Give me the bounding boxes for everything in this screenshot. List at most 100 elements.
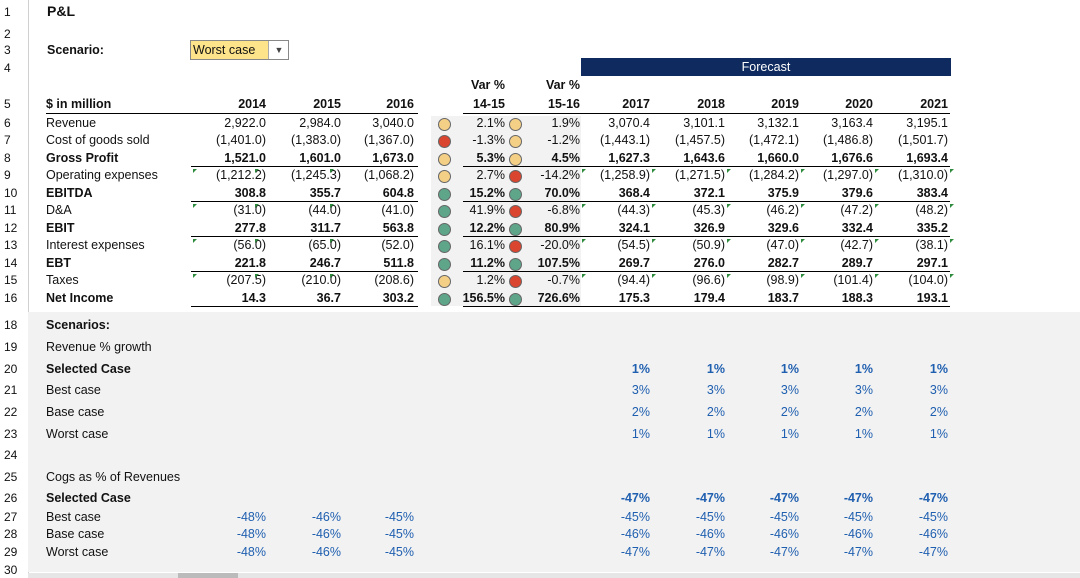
scenario-value[interactable]: -45% — [384, 527, 414, 541]
variance-cell[interactable]: -14.2% — [540, 168, 580, 182]
row-number[interactable]: 25 — [4, 470, 18, 484]
scenario-value[interactable]: -45% — [384, 510, 414, 524]
row-label[interactable]: Gross Profit — [46, 151, 119, 165]
forecast-cell[interactable]: (104.0) — [908, 273, 948, 287]
row-number[interactable]: 13 — [4, 238, 18, 252]
value-cell[interactable]: 308.8 — [234, 186, 266, 200]
scenario-value[interactable]: -47% — [843, 545, 873, 559]
forecast-cell[interactable]: 379.6 — [841, 186, 873, 200]
row-label[interactable]: Cost of goods sold — [46, 133, 150, 147]
value-cell[interactable]: (1,383.0) — [290, 133, 341, 147]
forecast-cell[interactable]: (1,297.0) — [822, 168, 873, 182]
var-header[interactable]: 14-15 — [473, 97, 505, 111]
forecast-cell[interactable]: 1,693.4 — [906, 151, 948, 165]
row-label[interactable]: Taxes — [46, 273, 79, 287]
variance-cell[interactable]: -1.3% — [472, 133, 505, 147]
scenario-dropdown[interactable]: Worst case ▼ — [190, 40, 289, 60]
value-cell[interactable]: (41.0) — [381, 203, 414, 217]
chevron-down-icon[interactable]: ▼ — [274, 45, 284, 55]
row-number[interactable]: 28 — [4, 527, 18, 541]
value-cell[interactable]: (44.0) — [308, 203, 341, 217]
value-cell[interactable]: 355.7 — [309, 186, 341, 200]
variance-cell[interactable]: -1.2% — [547, 133, 580, 147]
row-number[interactable]: 15 — [4, 273, 18, 287]
variance-cell[interactable]: 12.2% — [469, 221, 505, 235]
value-cell[interactable]: 604.8 — [382, 186, 414, 200]
variance-cell[interactable]: 2.7% — [476, 168, 506, 182]
scenario-value[interactable]: -46% — [311, 510, 341, 524]
scenario-value[interactable]: 3% — [706, 383, 725, 397]
forecast-cell[interactable]: 372.1 — [693, 186, 725, 200]
scenario-value[interactable]: 2% — [706, 405, 725, 419]
variance-cell[interactable]: 726.6% — [537, 291, 580, 305]
row-number[interactable]: 19 — [4, 340, 18, 354]
block-title[interactable]: Revenue % growth — [46, 340, 152, 354]
forecast-cell[interactable]: (1,258.9) — [599, 168, 650, 182]
forecast-cell[interactable]: 3,101.1 — [683, 116, 725, 130]
scenario-value[interactable]: 1% — [854, 362, 873, 376]
scenario-row-label[interactable]: Base case — [46, 405, 105, 419]
forecast-cell[interactable]: 324.1 — [618, 221, 650, 235]
row-number[interactable]: 26 — [4, 491, 18, 505]
row-number[interactable]: 24 — [4, 448, 18, 462]
scenario-value[interactable]: -47% — [769, 545, 799, 559]
forecast-cell[interactable]: (45.3) — [692, 203, 725, 217]
value-cell[interactable]: (208.6) — [374, 273, 414, 287]
value-cell[interactable]: (1,367.0) — [363, 133, 414, 147]
forecast-cell[interactable]: (47.2) — [840, 203, 873, 217]
row-label[interactable]: D&A — [46, 203, 72, 217]
scenario-row-label[interactable]: Worst case — [46, 427, 109, 441]
forecast-cell[interactable]: 332.4 — [841, 221, 873, 235]
variance-cell[interactable]: 15.2% — [469, 186, 505, 200]
forecast-cell[interactable]: (94.4) — [617, 273, 650, 287]
scenario-row-label[interactable]: Base case — [46, 527, 105, 541]
row-label[interactable]: Revenue — [46, 116, 97, 130]
row-number[interactable]: 3 — [4, 43, 11, 57]
row-number[interactable]: 4 — [4, 61, 11, 75]
forecast-cell[interactable]: (46.2) — [766, 203, 799, 217]
scenario-value[interactable]: -46% — [769, 527, 799, 541]
value-cell[interactable]: 277.8 — [234, 221, 266, 235]
row-number[interactable]: 10 — [4, 186, 18, 200]
forecast-cell[interactable]: 289.7 — [841, 256, 873, 270]
scenario-value[interactable]: -48% — [236, 527, 266, 541]
scenario-value[interactable]: 2% — [631, 405, 650, 419]
variance-cell[interactable]: 5.3% — [476, 151, 506, 165]
var-header[interactable]: Var % — [470, 78, 505, 92]
forecast-cell[interactable]: 183.7 — [767, 291, 799, 305]
forecast-cell[interactable]: 335.2 — [916, 221, 948, 235]
row-number[interactable]: 27 — [4, 510, 18, 524]
row-label[interactable]: Operating expenses — [46, 168, 158, 182]
variance-cell[interactable]: 41.9% — [469, 203, 505, 217]
row-number[interactable]: 2 — [4, 27, 11, 41]
row-label[interactable]: EBT — [46, 256, 71, 270]
value-cell[interactable]: 221.8 — [234, 256, 266, 270]
forecast-cell[interactable]: 3,163.4 — [831, 116, 873, 130]
scenario-value[interactable]: -45% — [918, 510, 948, 524]
forecast-cell[interactable]: (1,486.8) — [822, 133, 873, 147]
scenario-row-label[interactable]: Selected Case — [46, 491, 131, 505]
forecast-cell[interactable]: 368.4 — [618, 186, 650, 200]
forecast-cell[interactable]: 383.4 — [916, 186, 948, 200]
row-number[interactable]: 7 — [4, 133, 11, 147]
year-header[interactable]: 2014 — [238, 97, 266, 111]
scenario-value[interactable]: -47% — [695, 491, 725, 505]
forecast-cell[interactable]: 179.4 — [693, 291, 725, 305]
variance-cell[interactable]: 4.5% — [551, 151, 581, 165]
forecast-cell[interactable]: 193.1 — [916, 291, 948, 305]
forecast-cell[interactable]: 375.9 — [767, 186, 799, 200]
scenario-value[interactable]: 3% — [631, 383, 650, 397]
forecast-cell[interactable]: 3,132.1 — [757, 116, 799, 130]
scenario-value[interactable]: -45% — [695, 510, 725, 524]
forecast-cell[interactable]: 329.6 — [767, 221, 799, 235]
forecast-cell[interactable]: 297.1 — [916, 256, 948, 270]
value-cell[interactable]: 2,922.0 — [224, 116, 266, 130]
forecast-cell[interactable]: 269.7 — [618, 256, 650, 270]
value-cell[interactable]: (207.5) — [226, 273, 266, 287]
scenario-value[interactable]: -45% — [769, 510, 799, 524]
variance-cell[interactable]: 16.1% — [469, 238, 505, 252]
scenario-row-label[interactable]: Best case — [46, 383, 101, 397]
scenario-value[interactable]: 3% — [854, 383, 873, 397]
variance-cell[interactable]: -20.0% — [540, 238, 580, 252]
row-number[interactable]: 1 — [4, 5, 11, 19]
